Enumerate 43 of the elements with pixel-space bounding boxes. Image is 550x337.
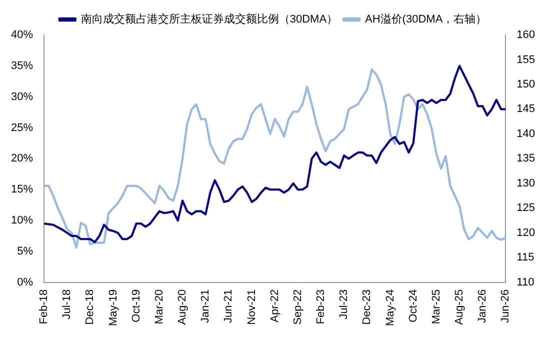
- x-tick-label: May-24: [384, 289, 396, 326]
- x-tick-label: Aug-25: [454, 289, 466, 325]
- x-tick-label: Jul-18: [61, 289, 74, 320]
- x-tick-label: Jul-23: [338, 289, 350, 320]
- y-tick-label: 0%: [17, 276, 34, 288]
- x-tick-label: Dec-23: [361, 289, 374, 325]
- x-tick-label: Apr-22: [268, 289, 281, 322]
- x-tick-label: Jan-21: [200, 289, 212, 323]
- x-tick-label: Oct-19: [130, 289, 142, 322]
- y2-tick-label: 155: [516, 54, 536, 66]
- x-tick-label: Mar-25: [430, 289, 442, 324]
- y-tick-label: 10%: [10, 214, 34, 227]
- y-tick-label: 25%: [10, 122, 34, 134]
- y-tick-label: 5%: [17, 245, 34, 258]
- x-tick-label: May-19: [107, 289, 120, 326]
- x-tick-label: Nov-21: [246, 289, 258, 325]
- y2-tick-label: 150: [516, 78, 536, 90]
- x-tick-label: Feb-18: [38, 289, 50, 324]
- x-tick-label: Oct-24: [407, 289, 420, 322]
- x-tick-label: Jan-26: [476, 289, 489, 323]
- x-tick-label: Mar-20: [153, 289, 166, 324]
- legend-label: 南向成交额占港交所主板证券成交额比例（30DMA）: [80, 12, 338, 26]
- y2-tick-label: 115: [516, 252, 534, 264]
- x-tick-label: Aug-20: [176, 289, 189, 325]
- y2-tick-label: 135: [516, 152, 536, 165]
- y-tick-label: 15%: [10, 184, 34, 196]
- y2-tick-label: 145: [516, 103, 536, 116]
- x-tick-label: Dec-18: [84, 289, 96, 325]
- y-tick-label: 35%: [10, 60, 34, 72]
- x-tick-label: Jun-26: [500, 289, 512, 323]
- y-tick-label: 30%: [10, 90, 34, 103]
- y-tick-label: 20%: [10, 152, 34, 165]
- y2-tick-label: 160: [516, 29, 536, 42]
- y2-tick-label: 110: [516, 276, 534, 288]
- y2-tick-label: 120: [516, 226, 536, 239]
- x-tick-label: Feb-23: [315, 289, 328, 324]
- y2-tick-label: 130: [516, 177, 536, 190]
- x-tick-label: Jun-21: [222, 289, 235, 323]
- y2-tick-label: 140: [516, 128, 536, 140]
- legend-label: AH溢价(30DMA，右轴）: [365, 12, 487, 26]
- x-tick-label: Sep-22: [292, 289, 304, 325]
- y-tick-label: 40%: [10, 29, 34, 42]
- y2-tick-label: 125: [516, 202, 536, 214]
